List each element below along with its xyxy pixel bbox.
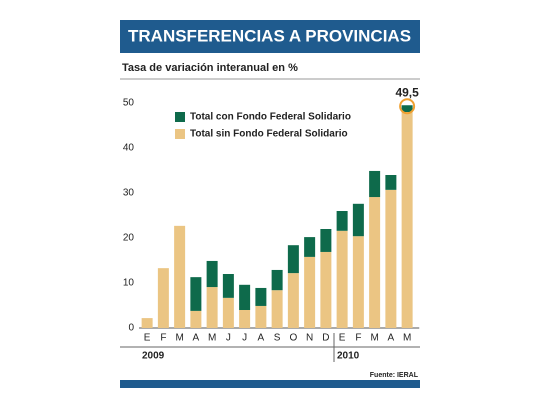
x-tick-label: A [193,333,200,344]
bar-segment [369,170,381,198]
bar-segment [206,260,218,288]
y-tick-label: 20 [123,233,135,244]
bar-segment [206,287,218,328]
x-tick-label: A [258,333,265,344]
bar-segment [271,269,283,291]
footer-bar [120,380,420,388]
bar-segment [401,112,413,328]
bar-segment [320,251,332,328]
x-tick-label: A [388,333,395,344]
bar-segment [336,230,348,328]
bar-segment [320,229,332,252]
subtitle: Tasa de variación interanual en % [122,62,298,74]
bar-segment [239,284,251,310]
legend-swatch [175,129,185,139]
y-tick-label: 30 [123,188,135,199]
y-tick-label: 10 [123,278,135,289]
chart-title: TRANSFERENCIAS A PROVINCIAS [128,26,411,45]
bar-segment [287,273,299,328]
bar-segment [352,203,364,237]
bar-segment [385,189,397,328]
highlight-ring [399,98,416,115]
bar-segment [304,256,316,328]
x-tick-label: D [322,333,329,344]
bar-segment [174,225,186,328]
annotation: 49,5 [395,85,419,99]
x-tick-label: M [208,333,216,344]
legend-label: Total con Fondo Federal Solidario [190,112,351,123]
x-tick-label: J [242,333,247,344]
bar-segment [190,310,202,328]
x-tick-label: M [403,333,411,344]
bar-segment [287,245,299,274]
y-tick-label: 0 [128,323,134,334]
bar-segment [222,297,234,328]
y-tick-label: 40 [123,143,135,154]
bar-segment [239,310,251,328]
bar-segment [255,305,267,328]
x-tick-label: N [306,333,313,344]
x-tick-label: J [226,333,231,344]
bar-segment [157,268,169,328]
bar-segment [141,318,153,328]
bar-segment [385,175,397,190]
title-banner [120,20,420,53]
x-tick-label: S [274,333,281,344]
x-tick-label: E [144,333,151,344]
bar-segment [190,277,202,311]
bar-segment [401,105,413,112]
x-tick-label: M [175,333,183,344]
bar-segment [369,197,381,328]
year-label: 2010 [337,351,360,362]
x-tick-label: F [160,333,166,344]
legend-label: Total sin Fondo Federal Solidario [190,129,348,140]
bar-segment [271,290,283,328]
x-tick-label: M [370,333,378,344]
source: Fuente: IERAL [370,372,419,379]
bar-segment [255,287,267,306]
bar-segment [222,274,234,298]
legend-swatch [175,112,185,122]
bar-segment [336,211,348,231]
bar-segment [304,237,316,257]
year-label: 2009 [142,351,165,362]
y-tick-label: 50 [123,98,135,109]
x-tick-label: E [339,333,346,344]
bar-segment [352,236,364,328]
x-tick-label: F [355,333,361,344]
x-tick-label: O [289,333,297,344]
